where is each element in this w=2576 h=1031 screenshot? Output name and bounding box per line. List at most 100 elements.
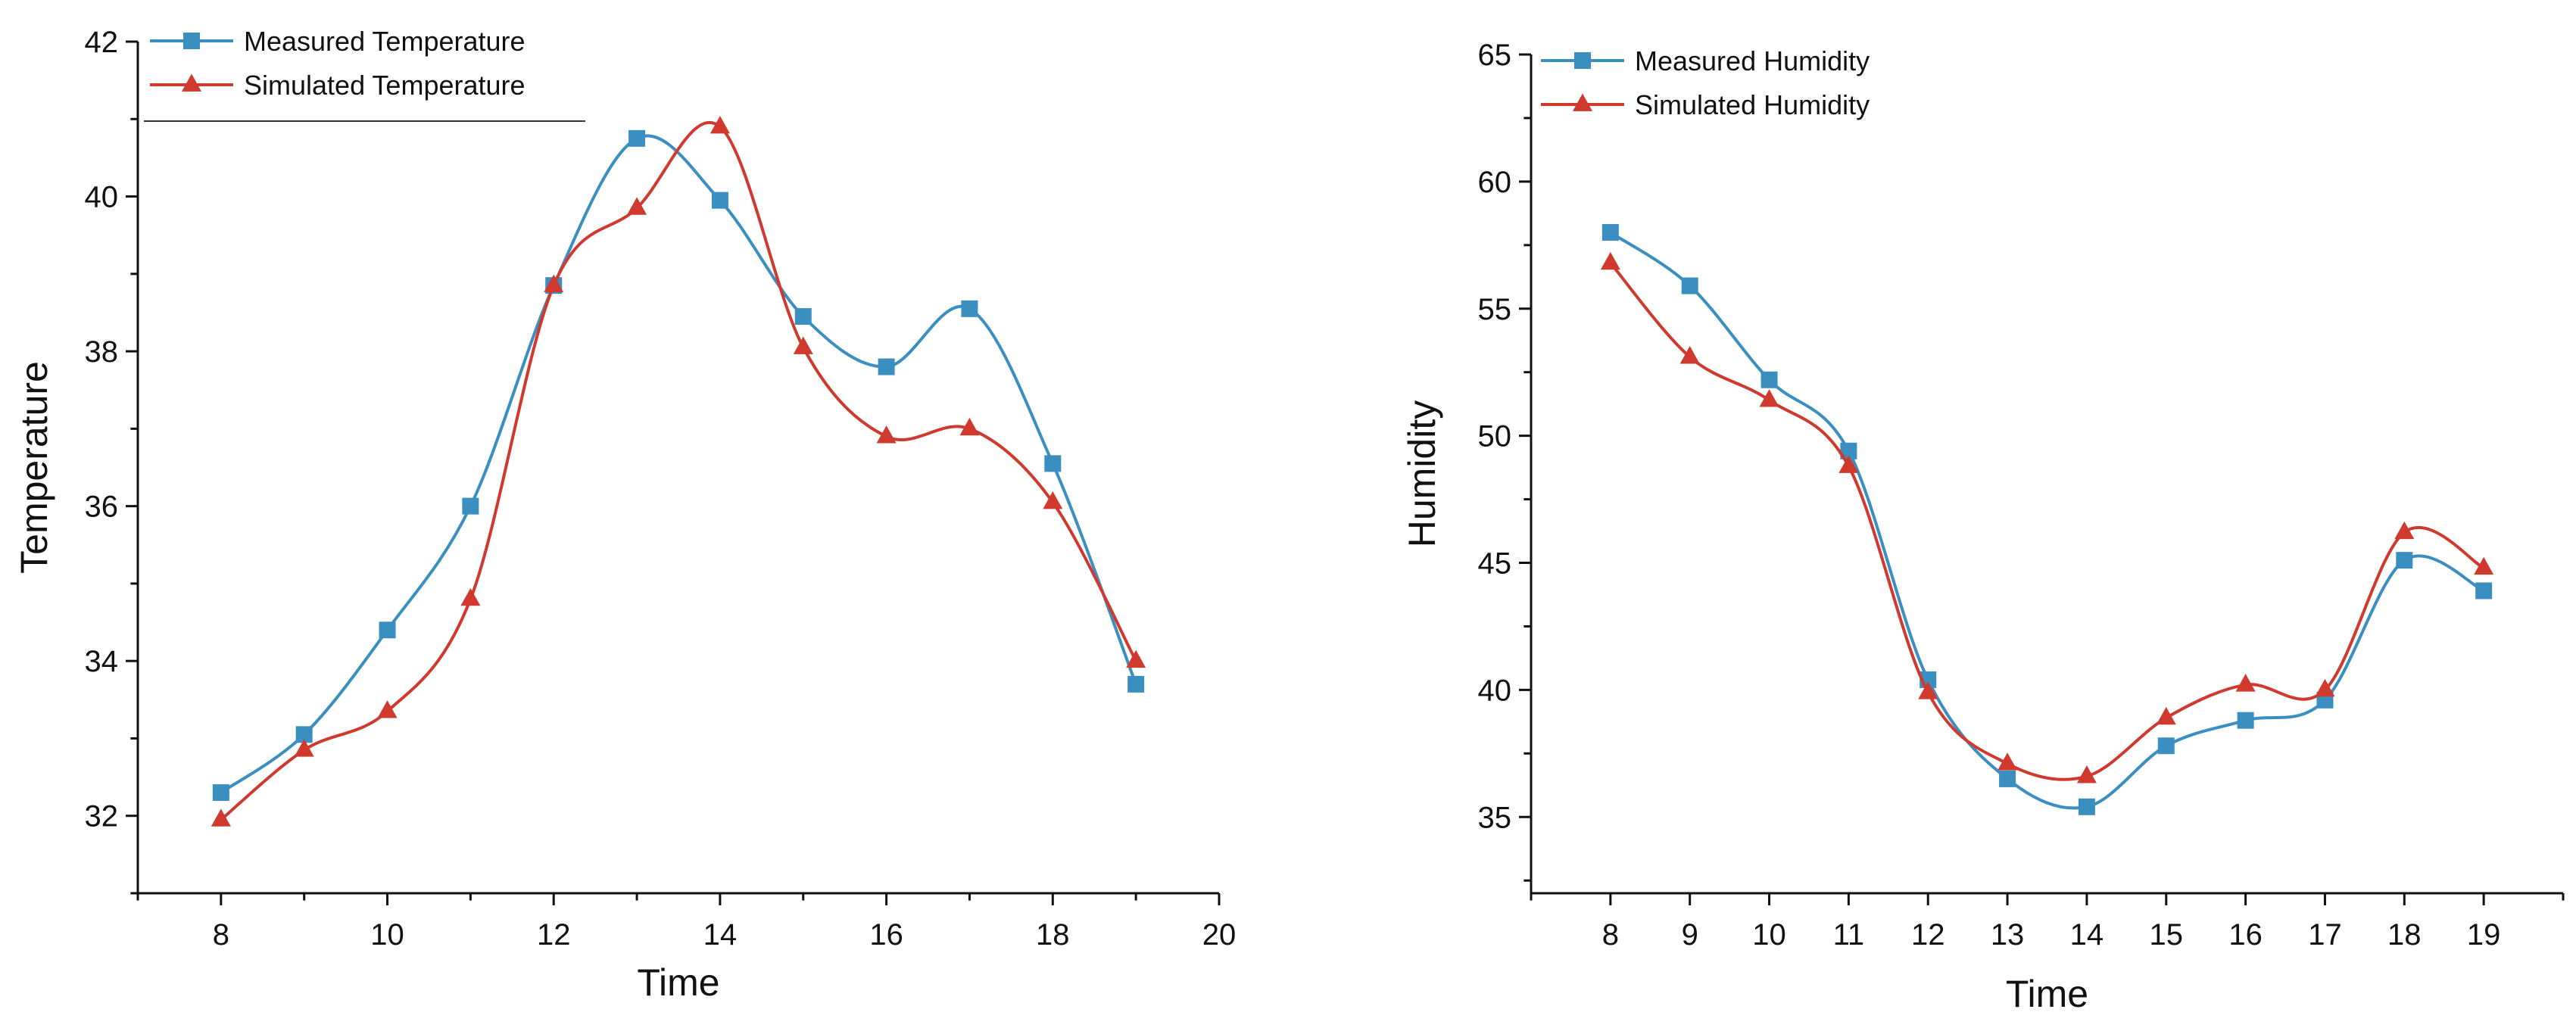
- series-measured: [1601, 224, 2493, 815]
- y-tick-label: 45: [1478, 547, 1512, 581]
- x-axis-ticks: 8 9 10 11 12 13 14 15 16 17 18 19: [1530, 893, 2565, 952]
- data-point: [211, 808, 231, 827]
- data-point: [2235, 674, 2256, 692]
- y-tick-label: 40: [85, 181, 119, 214]
- x-tick-label: 14: [703, 918, 738, 952]
- data-point: [2076, 765, 2097, 783]
- series-measured: [212, 129, 1145, 802]
- x-tick-label: 18: [2387, 918, 2422, 952]
- data-point: [627, 197, 647, 215]
- x-tick-label: 12: [1911, 918, 1945, 952]
- y-axis-ticks: 32 34 36 38 40 42: [85, 26, 138, 895]
- data-point: [628, 129, 646, 147]
- data-point: [212, 784, 229, 802]
- series-simulated: [1600, 251, 2494, 783]
- x-axis-title: Time: [637, 961, 719, 1004]
- data-point: [2396, 552, 2413, 569]
- legend: Measured Humidity Simulated Humidity: [1541, 45, 1870, 120]
- data-point: [1838, 455, 1859, 473]
- data-point: [793, 336, 813, 354]
- data-point: [2237, 712, 2254, 729]
- series-line: [1609, 231, 2485, 810]
- y-tick-label: 60: [1478, 166, 1512, 199]
- series-line: [220, 120, 1137, 821]
- data-point: [460, 587, 481, 606]
- series-simulated: [211, 115, 1146, 827]
- data-point: [1840, 442, 1857, 459]
- x-axis-ticks: 8 10 12 14 16 18 20: [136, 893, 1236, 952]
- y-tick-label: 50: [1478, 420, 1512, 453]
- chart-1: 8 10 12 14 16 18 20 32 34 36 38 40 42 Time Temperature…: [13, 26, 1236, 1004]
- series-line: [1609, 262, 2485, 781]
- data-point: [1600, 251, 1620, 270]
- y-tick-label: 38: [85, 335, 119, 369]
- x-tick-label: 18: [1036, 918, 1070, 952]
- data-point: [2315, 678, 2335, 697]
- data-point: [878, 358, 895, 375]
- data-point: [1759, 389, 1779, 407]
- data-point: [1760, 371, 1778, 388]
- x-tick-label: 8: [213, 918, 229, 952]
- y-tick-label: 35: [1478, 801, 1512, 834]
- y-axis-title: Humidity: [1401, 400, 1443, 547]
- data-point: [1126, 649, 1146, 668]
- data-point: [544, 274, 564, 293]
- data-point: [711, 192, 728, 209]
- data-point: [876, 425, 897, 444]
- data-point: [1999, 770, 2016, 787]
- legend-marker: [1574, 52, 1591, 69]
- data-point: [1044, 455, 1062, 472]
- data-point: [2157, 737, 2175, 755]
- data-point: [1127, 675, 1145, 693]
- data-point: [1679, 346, 1700, 364]
- data-point: [1997, 752, 2018, 771]
- data-point: [959, 417, 980, 436]
- y-tick-label: 40: [1478, 674, 1512, 707]
- y-tick-label: 42: [85, 26, 119, 59]
- data-point: [1681, 277, 1698, 294]
- data-point: [2474, 556, 2494, 575]
- y-tick-label: 32: [85, 800, 119, 833]
- data-point: [1918, 681, 1938, 699]
- data-point: [2078, 798, 2095, 815]
- chart-2: 8 9 10 11 12 13 14 15 16 17 18 19 35 40 45 50 55 60 65 Time…: [1401, 39, 2565, 1015]
- legend-label: Measured Temperature: [244, 26, 525, 57]
- legend-label: Simulated Temperature: [244, 70, 525, 101]
- legend-marker: [182, 73, 201, 92]
- x-tick-label: 16: [869, 918, 903, 952]
- x-tick-label: 17: [2308, 918, 2342, 952]
- y-axis-title: Temperature: [13, 361, 55, 574]
- data-point: [1043, 491, 1063, 509]
- x-tick-label: 13: [1991, 918, 2025, 952]
- y-tick-label: 65: [1478, 39, 1512, 72]
- x-tick-label: 10: [370, 918, 404, 952]
- x-tick-label: 12: [537, 918, 571, 952]
- x-tick-label: 16: [2228, 918, 2263, 952]
- data-point: [462, 497, 479, 515]
- x-tick-label: 8: [1602, 918, 1619, 952]
- legend-marker: [183, 33, 200, 49]
- y-tick-label: 36: [85, 491, 119, 524]
- x-tick-label: 19: [2467, 918, 2501, 952]
- series-line: [220, 134, 1138, 794]
- legend: Measured Temperature Simulated Temperatur…: [144, 26, 585, 122]
- x-tick-label: 10: [1752, 918, 1786, 952]
- y-tick-label: 55: [1478, 293, 1512, 326]
- legend-label: Simulated Humidity: [1635, 89, 1870, 120]
- legend-marker: [1573, 93, 1592, 111]
- data-point: [1601, 224, 1619, 241]
- x-tick-label: 14: [2070, 918, 2104, 952]
- data-point: [794, 308, 812, 325]
- y-tick-label: 34: [85, 645, 119, 678]
- x-axis-title: Time: [2006, 973, 2088, 1015]
- data-point: [379, 621, 396, 639]
- legend-label: Measured Humidity: [1635, 45, 1870, 76]
- data-point: [377, 700, 398, 718]
- data-point: [295, 726, 313, 743]
- data-point: [294, 739, 314, 757]
- y-axis-ticks: 35 40 45 50 55 60 65: [1478, 39, 1531, 882]
- x-tick-label: 9: [1682, 918, 1698, 952]
- data-point: [2394, 521, 2415, 540]
